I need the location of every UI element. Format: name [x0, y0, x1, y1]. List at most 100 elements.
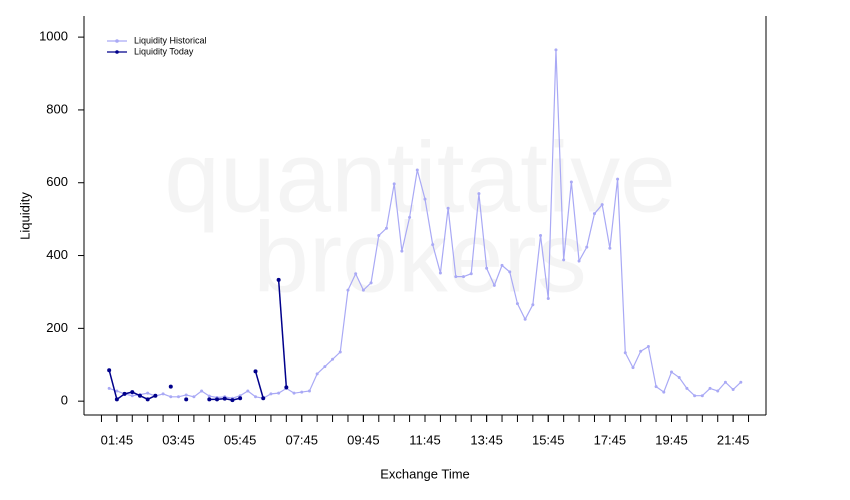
data-point: [462, 275, 466, 279]
data-point: [130, 394, 134, 398]
data-point: [700, 394, 704, 398]
x-axis-label: Exchange Time: [380, 466, 470, 481]
data-point: [200, 389, 204, 393]
data-point: [685, 386, 689, 390]
data-point: [531, 303, 535, 307]
x-tick-label: 09:45: [347, 432, 380, 447]
series-line: [277, 279, 288, 388]
data-point: [446, 206, 450, 210]
legend-marker: [115, 50, 119, 54]
data-point: [508, 270, 512, 274]
data-point: [639, 349, 643, 353]
data-point: [184, 397, 189, 402]
x-tick-label: 11:45: [409, 432, 441, 447]
data-point: [115, 389, 119, 393]
data-point: [300, 390, 304, 394]
data-point: [577, 259, 581, 263]
data-point: [145, 397, 150, 402]
data-point: [161, 392, 165, 396]
x-tick-label: 05:45: [224, 432, 257, 447]
data-point: [454, 275, 458, 279]
data-point: [276, 277, 281, 282]
data-point: [107, 368, 112, 373]
data-point: [323, 365, 327, 369]
data-point: [384, 226, 388, 230]
legend-label: Liquidity Today: [134, 46, 194, 56]
data-point: [338, 350, 342, 354]
x-tick-label: 19:45: [655, 432, 688, 447]
data-point: [423, 197, 427, 201]
data-point: [354, 272, 358, 276]
data-point: [146, 391, 150, 395]
data-point: [562, 258, 566, 262]
data-point: [246, 389, 250, 393]
data-point: [315, 372, 319, 376]
data-point: [515, 302, 519, 306]
data-point: [261, 396, 266, 401]
x-tick-label: 03:45: [162, 432, 195, 447]
data-point: [415, 168, 419, 172]
data-point: [277, 391, 281, 395]
data-point: [130, 390, 135, 395]
data-point: [492, 283, 496, 287]
data-point: [592, 212, 596, 216]
data-point: [153, 393, 158, 398]
data-point: [716, 389, 720, 393]
data-point: [176, 395, 180, 399]
data-point: [400, 249, 404, 253]
data-point: [670, 370, 674, 374]
data-point: [361, 288, 365, 292]
data-point: [269, 392, 273, 396]
data-point: [600, 203, 604, 207]
data-point: [708, 386, 712, 390]
y-tick-label: 1000: [39, 29, 68, 44]
data-point: [215, 397, 220, 402]
data-point: [539, 234, 543, 238]
data-point: [654, 385, 658, 389]
data-point: [546, 297, 550, 301]
data-point: [192, 395, 196, 399]
data-point: [238, 396, 243, 401]
data-point: [431, 243, 435, 247]
data-point: [253, 369, 258, 374]
data-point: [616, 177, 620, 181]
data-point: [114, 397, 119, 402]
y-tick-label: 0: [61, 393, 68, 408]
y-tick-label: 400: [46, 247, 68, 262]
data-point: [392, 182, 396, 186]
data-point: [307, 389, 311, 393]
data-point: [168, 384, 173, 389]
data-point: [623, 351, 627, 355]
data-point: [485, 266, 489, 270]
data-point: [554, 48, 558, 52]
data-point: [438, 271, 442, 275]
x-tick-label: 17:45: [594, 432, 627, 447]
series-line: [254, 371, 264, 399]
x-tick-label: 13:45: [470, 432, 503, 447]
y-tick-label: 200: [46, 320, 68, 335]
data-point: [137, 393, 142, 398]
x-tick-label: 21:45: [717, 432, 750, 447]
data-point: [107, 386, 111, 390]
data-point: [331, 357, 335, 361]
data-point: [739, 380, 743, 384]
watermark: quantitative: [164, 121, 675, 233]
data-point: [207, 397, 212, 402]
data-point: [346, 288, 350, 292]
y-axis-label: Liquidity: [17, 192, 32, 240]
data-point: [523, 317, 527, 321]
data-point: [377, 234, 381, 238]
y-tick-label: 800: [46, 101, 68, 116]
data-point: [723, 380, 727, 384]
data-point: [677, 376, 681, 380]
data-point: [608, 246, 612, 250]
data-point: [693, 394, 697, 398]
data-point: [477, 192, 481, 196]
data-point: [230, 398, 235, 403]
data-point: [500, 263, 504, 267]
data-point: [731, 388, 735, 392]
data-point: [646, 345, 650, 349]
data-point: [292, 391, 296, 395]
legend-label: Liquidity Historical: [134, 35, 207, 45]
